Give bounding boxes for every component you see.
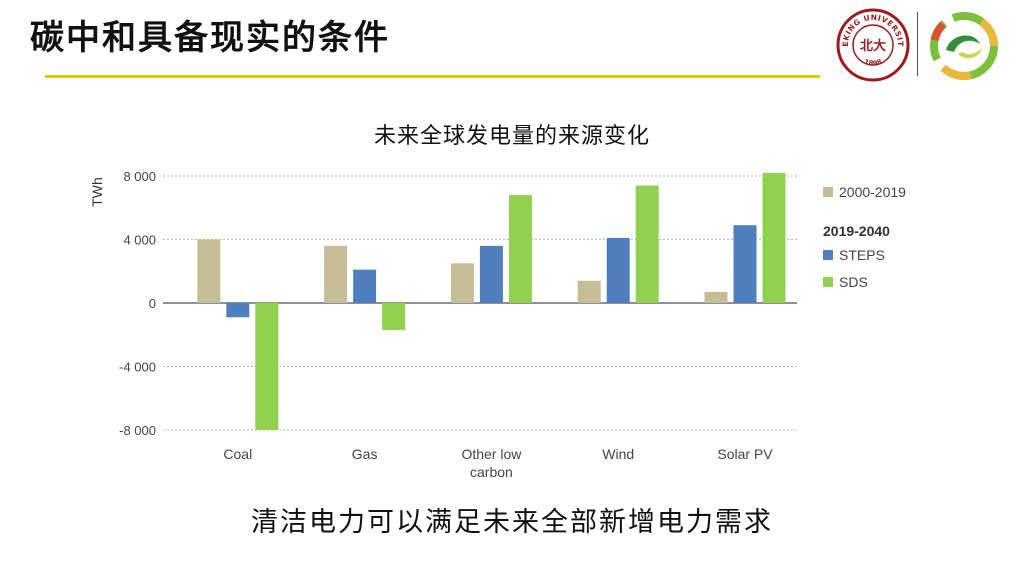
bar-sds-coal: [255, 303, 279, 430]
legend-swatch-steps: [823, 250, 833, 260]
footer-caption: 清洁电力可以满足未来全部新增电力需求: [251, 507, 773, 538]
bar-2000-2019-gas: [324, 245, 348, 303]
bar-2000-2019-other-low-carbon: [450, 263, 474, 303]
swirl-logo-icon: [928, 10, 1000, 82]
y-tick-label: 0: [149, 296, 156, 311]
y-axis-label: TWh: [89, 177, 105, 207]
x-tick-label: Solar PV: [717, 446, 773, 462]
legend-group-heading: 2019-2040: [823, 223, 890, 239]
svg-text:1898: 1898: [863, 58, 883, 68]
legend-label: STEPS: [839, 247, 885, 263]
title-underline: [45, 75, 820, 78]
legend-swatch-2000-2019: [823, 187, 833, 197]
logo-divider: [917, 12, 918, 76]
bar-sds-solar-pv: [762, 172, 786, 303]
x-tick-label: carbon: [470, 464, 513, 480]
chart-title: 未来全球发电量的来源变化: [373, 124, 650, 149]
university-seal-logo: PEKING UNIVERSITY 1898 北大: [832, 1, 910, 82]
x-tick-label: Coal: [223, 446, 252, 462]
bar-2000-2019-solar-pv: [704, 291, 728, 303]
x-tick-label: Wind: [602, 446, 634, 462]
bar-steps-coal: [226, 303, 250, 318]
seal-glyph: 北大: [860, 38, 886, 54]
y-tick-label: 4 000: [123, 233, 156, 248]
bar-steps-gas: [353, 269, 377, 303]
bar-2000-2019-coal: [197, 239, 221, 303]
bar-steps-other-low-carbon: [479, 245, 503, 303]
bar-2000-2019-wind: [577, 280, 601, 303]
bar-sds-wind: [635, 185, 659, 303]
x-tick-label: Gas: [352, 446, 378, 462]
bar-sds-gas: [382, 303, 406, 330]
legend-label: SDS: [839, 274, 868, 290]
bar-steps-solar-pv: [733, 225, 757, 303]
y-tick-label: -8 000: [119, 423, 156, 438]
x-tick-label: Other low: [461, 446, 522, 462]
legend-swatch-sds: [823, 277, 833, 287]
slide-title: 碳中和具备现实的条件: [30, 18, 390, 58]
legend-label: 2000-2019: [839, 184, 906, 200]
seal-text-year: 1898: [863, 58, 883, 68]
y-tick-label: -4 000: [119, 360, 156, 375]
bar-sds-other-low-carbon: [508, 195, 532, 303]
bar-steps-wind: [606, 237, 630, 303]
y-tick-label: 8 000: [123, 169, 156, 184]
